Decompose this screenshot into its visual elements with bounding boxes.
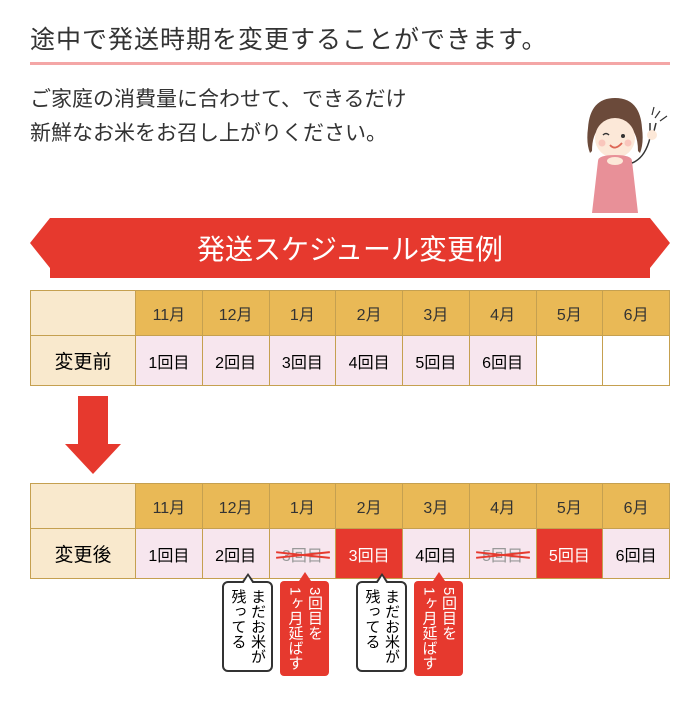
schedule-cell: 3回目: [269, 529, 336, 579]
bubble-extend-2: 5回目を1ヶ月延ばす: [414, 581, 463, 676]
schedule-cell: 3回目: [336, 529, 403, 579]
schedule-table-after: 11月12月1月2月3月4月5月6月 変更後1回目2回目3回目3回目4回目5回目…: [30, 483, 670, 579]
person-illustration: [560, 83, 670, 213]
month-header: 2月: [336, 484, 403, 529]
month-header: 6月: [603, 484, 670, 529]
month-header: 11月: [136, 291, 203, 336]
schedule-cell: 1回目: [136, 336, 203, 386]
schedule-cell: 2回目: [202, 529, 269, 579]
schedule-cell: [536, 336, 603, 386]
month-header: 3月: [403, 484, 470, 529]
month-header: 4月: [469, 484, 536, 529]
row-label-after: 変更後: [31, 529, 136, 579]
schedule-cell: 5回目: [469, 529, 536, 579]
month-header: 2月: [336, 291, 403, 336]
page-title: 途中で発送時期を変更することができます。: [30, 20, 670, 65]
schedule-cell: [603, 336, 670, 386]
month-header: 12月: [202, 291, 269, 336]
schedule-cell: 5回目: [403, 336, 470, 386]
description-text: ご家庭の消費量に合わせて、できるだけ新鮮なお米をお召し上がりください。: [30, 83, 560, 150]
schedule-cell: 4回目: [403, 529, 470, 579]
bubble-remaining-1: まだお米が残ってる: [222, 581, 273, 672]
bubbles-row: まだお米が残ってる 3回目を1ヶ月延ばす まだお米が残ってる 5回目を1ヶ月延ば…: [30, 581, 670, 681]
schedule-cell: 6回目: [469, 336, 536, 386]
month-header: 4月: [469, 291, 536, 336]
month-header: 11月: [136, 484, 203, 529]
schedule-cell: 1回目: [136, 529, 203, 579]
bubble-extend-1: 3回目を1ヶ月延ばす: [280, 581, 329, 676]
row-label-before: 変更前: [31, 336, 136, 386]
month-header: 1月: [269, 484, 336, 529]
month-header: 1月: [269, 291, 336, 336]
schedule-cell: 3回目: [269, 336, 336, 386]
banner-title: 発送スケジュール変更例: [50, 218, 650, 278]
schedule-table-before: 11月12月1月2月3月4月5月6月 変更前1回目2回目3回目4回目5回目6回目: [30, 290, 670, 386]
arrow-down-icon: [65, 396, 120, 471]
schedule-cell: 4回目: [336, 336, 403, 386]
schedule-cell: 6回目: [603, 529, 670, 579]
month-header: 6月: [603, 291, 670, 336]
month-header: 5月: [536, 291, 603, 336]
month-header: 12月: [202, 484, 269, 529]
schedule-cell: 5回目: [536, 529, 603, 579]
month-header: 3月: [403, 291, 470, 336]
schedule-cell: 2回目: [202, 336, 269, 386]
month-header: 5月: [536, 484, 603, 529]
bubble-remaining-2: まだお米が残ってる: [356, 581, 407, 672]
